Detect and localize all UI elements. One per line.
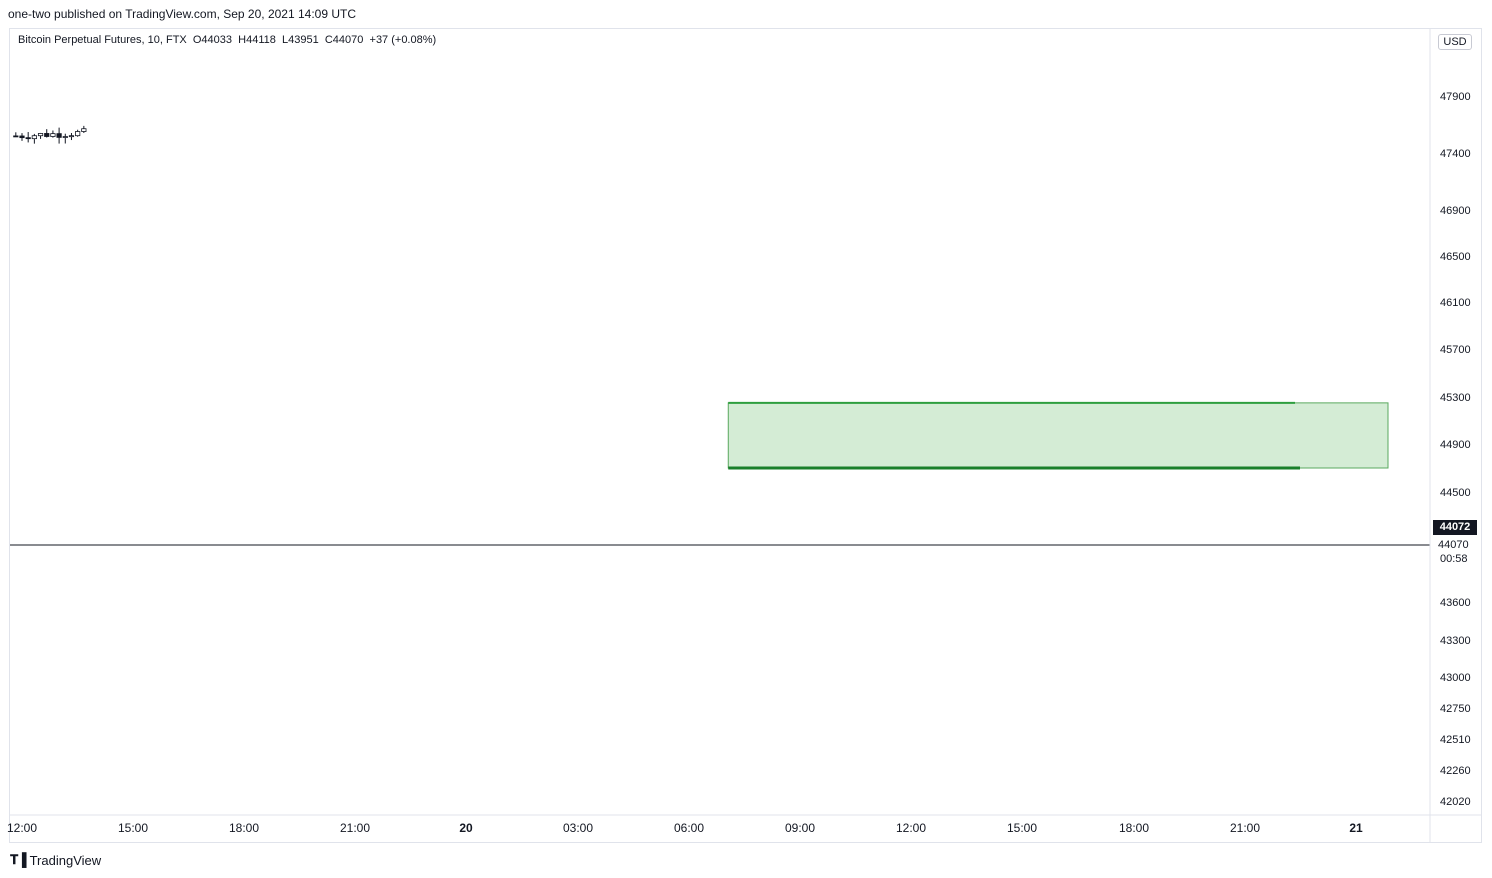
last-price-label: 44070 [1438, 539, 1469, 551]
ohlc-change: +37 (+0.08%) [369, 34, 437, 46]
tradingview-icon: 𝐓▐ [10, 852, 27, 867]
symbol-name: Bitcoin Perpetual Futures, 10, FTX [18, 34, 187, 46]
published-note: one-two published on TradingView.com, Se… [8, 7, 356, 21]
last-price-tag: 44072 [1433, 520, 1477, 535]
ohlc-low: L43951 [282, 34, 319, 46]
chart-frame [9, 28, 1482, 843]
ohlc-open: O44033 [192, 34, 233, 46]
tradingview-brand: TradingView [29, 852, 102, 868]
ohlc-high: H44118 [238, 34, 276, 46]
bar-countdown: 00:58 [1440, 553, 1468, 565]
tradingview-logo: 𝐓▐ TradingView [10, 852, 101, 868]
symbol-legend: Bitcoin Perpetual Futures, 10, FTX O4403… [18, 34, 436, 46]
currency-button[interactable]: USD [1438, 34, 1472, 50]
ohlc-close: C44070 [324, 34, 364, 46]
